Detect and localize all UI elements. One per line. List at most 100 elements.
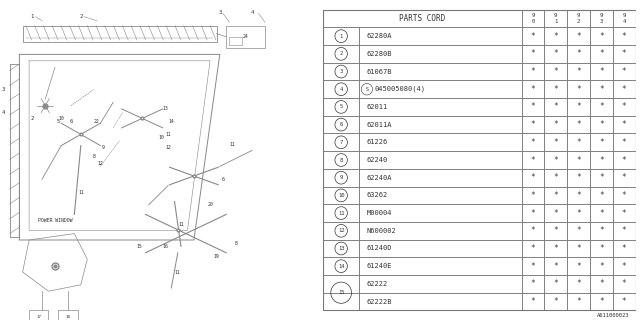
Bar xyxy=(522,169,545,187)
Bar xyxy=(567,275,590,293)
Bar xyxy=(359,80,522,98)
Text: *: * xyxy=(622,262,627,271)
Text: 61240D: 61240D xyxy=(367,245,392,252)
Text: *: * xyxy=(531,85,535,94)
Text: *: * xyxy=(554,209,558,218)
Text: 13: 13 xyxy=(338,246,344,251)
Text: 10: 10 xyxy=(58,116,64,121)
Text: *: * xyxy=(599,173,604,182)
Text: *: * xyxy=(622,32,627,41)
Bar xyxy=(567,240,590,257)
Text: 4: 4 xyxy=(340,87,343,92)
Bar xyxy=(567,98,590,116)
Bar xyxy=(522,293,545,310)
Text: 9
3: 9 3 xyxy=(600,13,603,24)
Bar xyxy=(612,116,636,133)
Text: *: * xyxy=(576,85,581,94)
Bar xyxy=(567,204,590,222)
Bar xyxy=(323,45,359,63)
Bar xyxy=(522,98,545,116)
Text: 6: 6 xyxy=(70,119,73,124)
Bar xyxy=(323,275,359,293)
Text: *: * xyxy=(531,191,535,200)
Text: *: * xyxy=(531,262,535,271)
Text: *: * xyxy=(531,120,535,129)
Text: *: * xyxy=(599,120,604,129)
Bar xyxy=(590,257,612,275)
Bar xyxy=(567,63,590,80)
Text: *: * xyxy=(599,85,604,94)
Bar xyxy=(590,98,612,116)
Text: *: * xyxy=(576,226,581,235)
Text: 045005080(4): 045005080(4) xyxy=(375,86,426,92)
Text: *: * xyxy=(622,209,627,218)
Bar xyxy=(323,222,359,240)
Bar xyxy=(22,26,216,42)
Text: PARTS CORD: PARTS CORD xyxy=(399,14,445,23)
Text: *: * xyxy=(622,297,627,306)
Bar xyxy=(323,169,359,187)
Bar xyxy=(567,45,590,63)
Bar xyxy=(323,257,359,275)
Bar xyxy=(545,293,567,310)
Text: *: * xyxy=(576,209,581,218)
Bar xyxy=(567,222,590,240)
Text: 12: 12 xyxy=(165,145,171,150)
Bar xyxy=(545,151,567,169)
Bar xyxy=(612,222,636,240)
Text: 9
2: 9 2 xyxy=(577,13,580,24)
Text: *: * xyxy=(622,120,627,129)
Text: 12: 12 xyxy=(338,228,344,233)
Text: *: * xyxy=(576,156,581,164)
Text: *: * xyxy=(554,173,558,182)
Bar xyxy=(359,98,522,116)
Bar xyxy=(323,80,359,98)
Text: 62011A: 62011A xyxy=(367,122,392,128)
Bar xyxy=(522,63,545,80)
Text: POWER WINDOW: POWER WINDOW xyxy=(38,218,72,223)
Text: *: * xyxy=(554,67,558,76)
Text: 8: 8 xyxy=(340,157,343,163)
Bar xyxy=(590,222,612,240)
Bar xyxy=(545,98,567,116)
Bar xyxy=(545,63,567,80)
Text: 5: 5 xyxy=(340,104,343,109)
Text: 16: 16 xyxy=(162,244,168,249)
Text: *: * xyxy=(554,244,558,253)
Text: *: * xyxy=(622,102,627,111)
Bar xyxy=(612,27,636,45)
Text: 8: 8 xyxy=(92,154,95,159)
Bar xyxy=(590,116,612,133)
Text: *: * xyxy=(576,32,581,41)
Text: *: * xyxy=(554,138,558,147)
Text: *: * xyxy=(622,191,627,200)
Text: N600002: N600002 xyxy=(367,228,397,234)
Text: 9: 9 xyxy=(102,145,105,150)
Text: 14: 14 xyxy=(338,264,344,269)
Text: *: * xyxy=(576,138,581,147)
Bar xyxy=(612,63,636,80)
Text: *: * xyxy=(554,120,558,129)
Text: *: * xyxy=(599,191,604,200)
Text: 4: 4 xyxy=(2,109,5,115)
Bar xyxy=(612,293,636,310)
Text: 8: 8 xyxy=(234,241,237,246)
Text: *: * xyxy=(531,138,535,147)
Bar xyxy=(323,63,359,80)
Bar xyxy=(323,116,359,133)
Text: *: * xyxy=(599,209,604,218)
Text: 7: 7 xyxy=(340,140,343,145)
Text: *: * xyxy=(599,32,604,41)
Text: *: * xyxy=(554,226,558,235)
Bar xyxy=(58,310,77,320)
Bar xyxy=(590,45,612,63)
Bar xyxy=(590,151,612,169)
Bar xyxy=(323,293,359,310)
Bar xyxy=(545,116,567,133)
Bar xyxy=(590,275,612,293)
Bar xyxy=(359,240,522,257)
Bar xyxy=(522,80,545,98)
Bar xyxy=(323,187,359,204)
Text: *: * xyxy=(576,191,581,200)
Bar xyxy=(545,204,567,222)
